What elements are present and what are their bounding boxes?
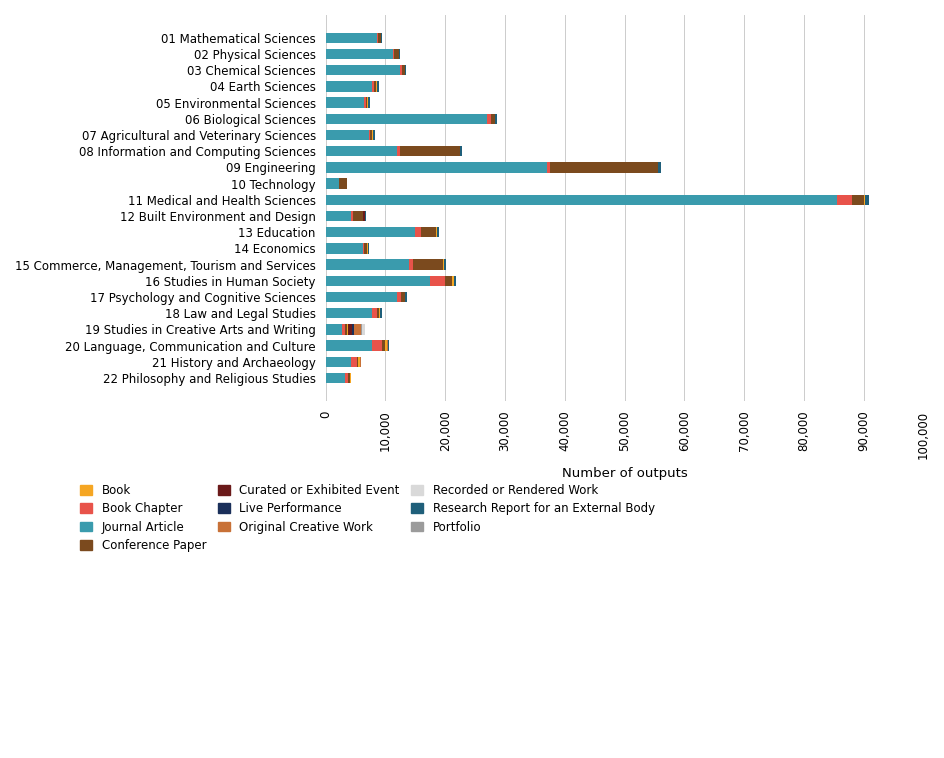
Bar (356, 356, 358, 367)
Bar (326, 195, 836, 205)
X-axis label: Number of outputs: Number of outputs (561, 467, 686, 480)
Bar (379, 308, 381, 318)
Bar (405, 292, 407, 302)
Bar (368, 130, 370, 140)
Bar (326, 340, 372, 351)
Bar (385, 340, 386, 351)
Bar (326, 292, 396, 302)
Bar (358, 356, 360, 367)
Bar (392, 49, 394, 59)
Bar (326, 114, 486, 124)
Bar (836, 195, 851, 205)
Bar (372, 81, 373, 92)
Bar (495, 114, 497, 124)
Bar (420, 227, 435, 237)
Bar (326, 227, 414, 237)
Bar (437, 227, 439, 237)
Bar (326, 211, 350, 221)
Bar (326, 259, 409, 270)
Bar (326, 178, 338, 189)
Bar (413, 259, 443, 270)
Bar (490, 114, 495, 124)
Bar (346, 324, 347, 335)
Bar (363, 243, 367, 254)
Bar (381, 340, 385, 351)
Bar (348, 373, 349, 384)
Bar (364, 97, 365, 108)
Bar (445, 276, 452, 286)
Bar (326, 308, 372, 318)
Bar (362, 324, 364, 335)
Bar (851, 195, 863, 205)
Bar (400, 292, 404, 302)
Bar (364, 211, 366, 221)
Bar (370, 130, 372, 140)
Bar (345, 373, 348, 384)
Bar (326, 33, 377, 43)
Bar (326, 356, 350, 367)
Bar (326, 243, 362, 254)
Bar (350, 211, 353, 221)
Bar (326, 146, 396, 156)
Bar (372, 130, 375, 140)
Bar (377, 81, 379, 92)
Bar (326, 81, 372, 92)
Bar (377, 308, 379, 318)
Bar (452, 276, 453, 286)
Bar (367, 97, 369, 108)
Bar (864, 195, 868, 205)
Bar (349, 373, 350, 384)
Bar (378, 33, 380, 43)
Bar (430, 276, 445, 286)
Bar (326, 97, 364, 108)
Bar (400, 146, 460, 156)
Bar (486, 114, 490, 124)
Bar (414, 227, 420, 237)
Bar (401, 65, 405, 76)
Bar (365, 97, 367, 108)
Legend: Book, Book Chapter, Journal Article, Conference Paper, Curated or Exhibited Even: Book, Book Chapter, Journal Article, Con… (80, 484, 654, 552)
Bar (347, 324, 352, 335)
Bar (342, 324, 345, 335)
Bar (326, 130, 368, 140)
Bar (326, 276, 430, 286)
Bar (345, 324, 346, 335)
Bar (350, 356, 356, 367)
Bar (549, 162, 657, 173)
Bar (352, 324, 354, 335)
Bar (377, 33, 378, 43)
Bar (372, 308, 377, 318)
Bar (367, 243, 369, 254)
Bar (326, 49, 392, 59)
Bar (409, 259, 413, 270)
Bar (339, 178, 346, 189)
Bar (326, 65, 400, 76)
Bar (394, 49, 398, 59)
Bar (396, 146, 400, 156)
Bar (547, 162, 549, 173)
Bar (454, 276, 456, 286)
Bar (372, 340, 381, 351)
Bar (400, 65, 401, 76)
Bar (326, 324, 342, 335)
Bar (354, 324, 361, 335)
Bar (326, 162, 547, 173)
Bar (444, 259, 446, 270)
Bar (363, 211, 364, 221)
Bar (658, 162, 661, 173)
Bar (326, 373, 345, 384)
Bar (353, 211, 362, 221)
Bar (362, 243, 363, 254)
Bar (460, 146, 462, 156)
Bar (396, 292, 400, 302)
Bar (373, 81, 376, 92)
